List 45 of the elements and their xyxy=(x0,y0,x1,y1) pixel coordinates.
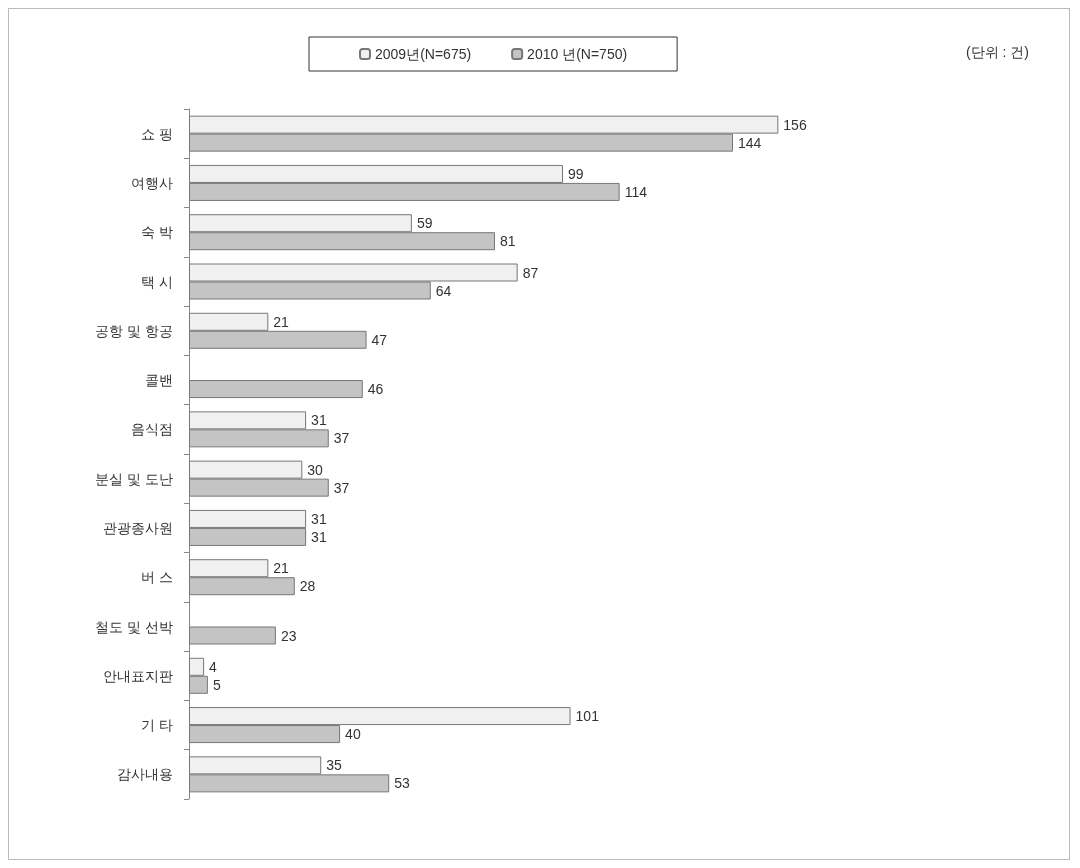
bar xyxy=(189,626,276,645)
y-tick-label: 여행사 xyxy=(131,174,173,191)
y-tick-label: 철도 및 선박 xyxy=(95,618,173,635)
data-label: 46 xyxy=(367,381,384,398)
data-label: 31 xyxy=(311,510,327,527)
y-tick-label: 숙 박 xyxy=(141,224,173,241)
y-tick-label: 택 시 xyxy=(141,273,173,290)
data-label: 47 xyxy=(371,331,388,348)
data-label: 5 xyxy=(212,676,221,693)
y-tick-label: 관광종사원 xyxy=(103,519,173,536)
data-label: 31 xyxy=(311,412,327,429)
data-label: 81 xyxy=(500,233,516,250)
data-label: 28 xyxy=(299,578,316,595)
text: (단위 : 건) xyxy=(966,44,1030,60)
data-label: 59 xyxy=(416,215,433,232)
y-tick-label: 음식점 xyxy=(131,421,173,438)
legend-label: 2009년(N=675) xyxy=(375,46,472,62)
bar xyxy=(189,380,363,399)
data-label: 37 xyxy=(333,430,350,447)
y-tick-label: 분실 및 도난 xyxy=(95,470,173,487)
data-label: 40 xyxy=(345,726,361,743)
data-label: 4 xyxy=(209,658,218,675)
y-tick-label: 공항 및 항공 xyxy=(95,322,173,339)
data-label: 21 xyxy=(273,313,290,330)
data-label: 35 xyxy=(326,757,343,774)
y-tick-label: 감사내용 xyxy=(117,766,173,783)
y-tick-label: 안내표지판 xyxy=(103,667,173,684)
data-label: 37 xyxy=(333,479,350,496)
legend-label: 2010 년(N=750) xyxy=(527,46,628,62)
data-label: 87 xyxy=(522,264,539,281)
data-label: 144 xyxy=(738,134,762,151)
data-label: 114 xyxy=(624,183,648,200)
y-tick-label: 콜밴 xyxy=(145,372,173,389)
data-label: 101 xyxy=(575,708,600,725)
data-label: 30 xyxy=(307,461,324,478)
data-label: 21 xyxy=(273,560,290,577)
data-label: 99 xyxy=(568,165,584,182)
data-label: 23 xyxy=(280,627,297,644)
data-label: 31 xyxy=(311,528,327,545)
data-label: 64 xyxy=(435,282,452,299)
y-tick-label: 쇼 핑 xyxy=(141,125,173,142)
y-tick-label: 버 스 xyxy=(141,569,173,586)
data-label: 53 xyxy=(394,775,411,792)
y-tick-label: 기 타 xyxy=(141,717,173,734)
data-label: 156 xyxy=(783,116,807,133)
